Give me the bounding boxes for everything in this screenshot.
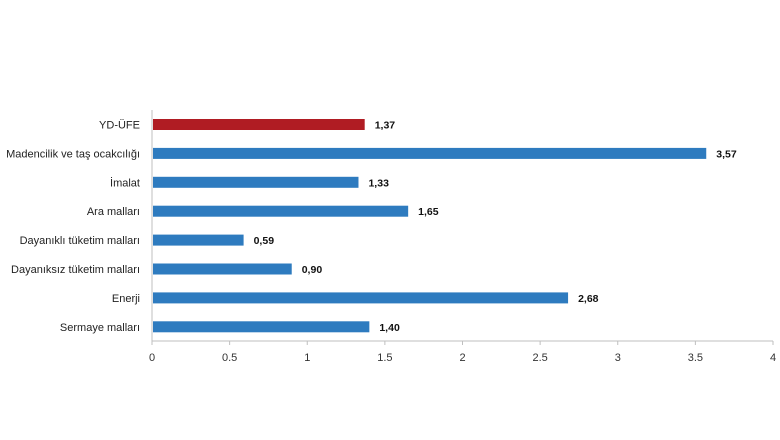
data-label: 1,65 bbox=[418, 206, 439, 218]
category-label: YD-ÜFE bbox=[99, 120, 140, 132]
category-label: Enerji bbox=[112, 293, 140, 305]
category-label: Sermaye malları bbox=[60, 322, 140, 334]
x-tick-label: 4 bbox=[770, 352, 776, 364]
x-tick-label: 1.5 bbox=[377, 352, 392, 364]
bar bbox=[153, 119, 365, 130]
category-label: Dayanıksız tüketim malları bbox=[11, 264, 140, 276]
labels: 0 0.5 1 1.5 2 2.5 3 3.5 4 YD-ÜFE 1,37 Madencilik ve… bbox=[6, 120, 776, 365]
x-tick-label: 3.5 bbox=[688, 352, 703, 364]
bar bbox=[153, 176, 359, 188]
x-tick-label: 3 bbox=[615, 352, 621, 364]
data-label: 0,59 bbox=[254, 235, 275, 247]
bar bbox=[153, 234, 244, 246]
data-label: 1,40 bbox=[379, 322, 400, 334]
bar bbox=[153, 292, 569, 304]
category-label: Dayanıklı tüketim malları bbox=[20, 235, 140, 247]
bar bbox=[153, 263, 292, 275]
category-label: Ara malları bbox=[87, 206, 140, 218]
category-label: İmalat bbox=[110, 176, 140, 189]
bar bbox=[153, 205, 409, 217]
data-label: 1,33 bbox=[368, 177, 389, 189]
axes bbox=[151, 110, 774, 345]
x-tick-label: 0 bbox=[149, 352, 155, 364]
bar bbox=[153, 147, 707, 159]
x-tick-label: 2 bbox=[459, 352, 465, 364]
x-tick-label: 1 bbox=[304, 352, 310, 364]
x-tick-label: 0.5 bbox=[222, 352, 237, 364]
bar bbox=[153, 321, 370, 333]
bars bbox=[153, 119, 707, 333]
category-label: Madencilik ve taş ocakcılığı bbox=[6, 148, 140, 160]
data-label: 0,90 bbox=[302, 264, 323, 276]
x-tick-label: 2.5 bbox=[532, 352, 547, 364]
data-label: 1,37 bbox=[375, 120, 396, 132]
data-label: 2,68 bbox=[578, 293, 599, 305]
data-label: 3,57 bbox=[716, 148, 737, 160]
